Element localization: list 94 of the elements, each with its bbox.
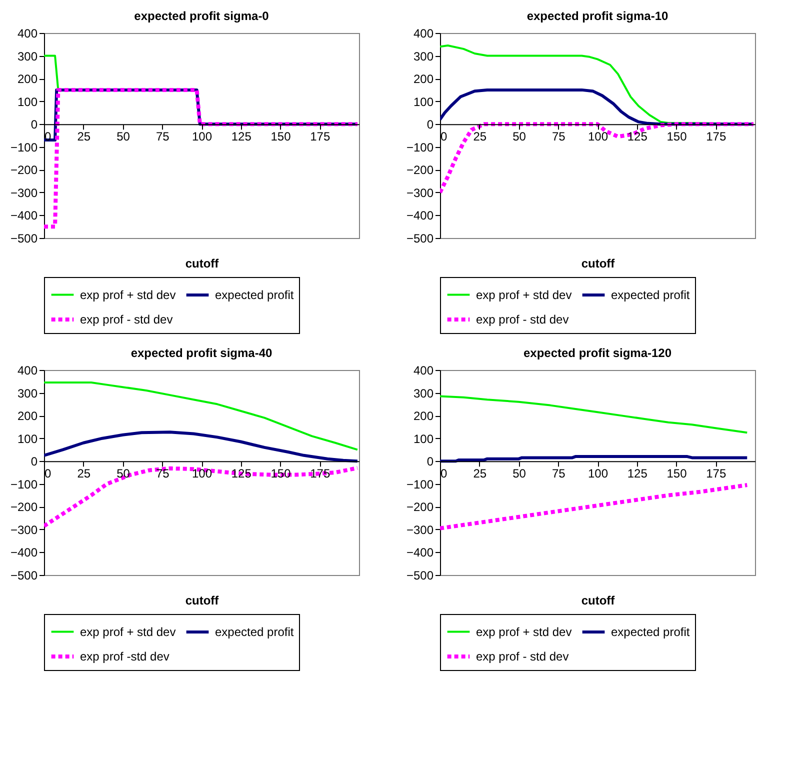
x-tick-label: 125 [627,466,648,481]
y-tick-label: 100 [17,94,38,109]
y-tick-label: 400 [17,364,38,378]
y-tick-label: 300 [17,49,38,64]
y-tick-label: −400 [10,208,38,223]
x-tick-label: 175 [706,466,726,481]
x-tick-label: 100 [192,466,212,481]
x-tick-label: 0 [440,130,448,144]
x-tick-label: 100 [588,466,608,481]
line-series [44,382,358,451]
y-tick-label: 100 [17,432,38,446]
x-tick-label: 0 [440,466,448,481]
y-tick-label: 300 [413,386,434,400]
x-axis-title: cutoff [581,594,616,608]
x-tick-label: 75 [156,130,170,144]
x-tick-label: 50 [512,130,526,144]
x-tick-label: 125 [231,130,252,144]
x-tick-label: 25 [77,130,91,144]
y-tick-label: 400 [413,26,434,40]
x-tick-label: 150 [666,130,688,144]
legend-label: expected profit [215,625,294,639]
y-tick-label: 400 [17,26,38,40]
y-tick-label: −300 [406,186,434,200]
y-tick-label: 200 [413,409,434,424]
chart-title: expected profit sigma-0 [134,9,270,23]
y-tick-label: 0 [30,454,38,469]
line-series [440,483,750,530]
x-tick-label: 0 [44,466,52,481]
y-tick-label: −500 [10,568,38,582]
legend-label: expected profit [215,288,294,302]
y-tick-label: −200 [10,500,38,514]
x-tick-label: 25 [473,130,487,144]
legend-label: exp prof + std dev [80,288,176,302]
x-tick-label: 175 [310,466,330,481]
x-axis-title: cutoff [581,256,616,270]
y-tick-label: 100 [413,94,434,109]
x-tick-label: 25 [473,466,487,481]
y-tick-label: 300 [17,386,38,400]
x-tick-label: 50 [116,130,130,144]
y-tick-label: −300 [10,186,38,200]
y-tick-label: −200 [10,163,38,178]
y-tick-label: −100 [10,477,38,492]
chart-title: expected profit sigma-120 [523,346,672,360]
y-tick-label: −300 [406,522,434,537]
y-tick-label: 0 [426,118,434,132]
chart-title: expected profit sigma-10 [526,9,669,23]
x-tick-label: 150 [666,466,688,481]
y-tick-label: −100 [10,140,38,154]
x-tick-label: 50 [116,466,130,481]
x-tick-label: 100 [588,130,608,144]
x-tick-label: 100 [192,130,212,144]
legend-label: exp prof + std dev [476,624,572,639]
legend-label: exp prof - std dev [476,312,569,326]
y-tick-label: 0 [30,118,38,132]
y-tick-label: 400 [413,364,434,378]
x-tick-label: 75 [156,466,170,481]
y-tick-label: −200 [406,163,434,178]
y-tick-label: −500 [10,232,38,246]
x-axis-title: cutoff [185,594,220,608]
legend-label: exp prof + std dev [476,288,572,302]
y-tick-label: −100 [406,477,434,492]
y-tick-label: 200 [17,72,38,86]
y-tick-label: 200 [17,409,38,424]
x-tick-label: 125 [627,130,648,144]
y-tick-label: −100 [406,140,434,154]
x-tick-label: 175 [706,130,726,144]
line-series [44,466,359,528]
x-tick-label: 175 [310,130,330,144]
x-tick-label: 50 [512,466,526,481]
y-tick-label: −500 [406,568,434,582]
y-tick-label: −400 [10,546,38,560]
x-tick-label: 75 [552,130,566,144]
line-series [440,395,748,434]
y-tick-label: −400 [406,546,434,560]
legend-label: expected profit [611,288,690,302]
legend-label: exp prof -std dev [80,650,170,664]
legend-label: exp prof - std dev [476,650,569,664]
y-tick-label: −500 [406,232,434,246]
y-tick-label: 100 [413,432,434,446]
y-tick-label: −300 [10,522,38,537]
x-tick-label: 25 [77,466,91,481]
y-tick-label: −400 [406,208,434,223]
x-tick-label: 150 [270,466,292,481]
legend-label: exp prof - std dev [80,312,173,326]
y-tick-label: 300 [413,49,434,64]
y-tick-label: 0 [426,454,434,469]
legend-label: exp prof + std dev [80,624,176,639]
x-tick-label: 150 [270,130,292,144]
y-tick-label: −200 [406,500,434,514]
chart-title: expected profit sigma-40 [130,346,273,360]
x-tick-label: 75 [552,466,566,481]
legend-label: expected profit [611,625,690,639]
y-tick-label: 200 [413,72,434,86]
x-axis-title: cutoff [185,256,220,270]
